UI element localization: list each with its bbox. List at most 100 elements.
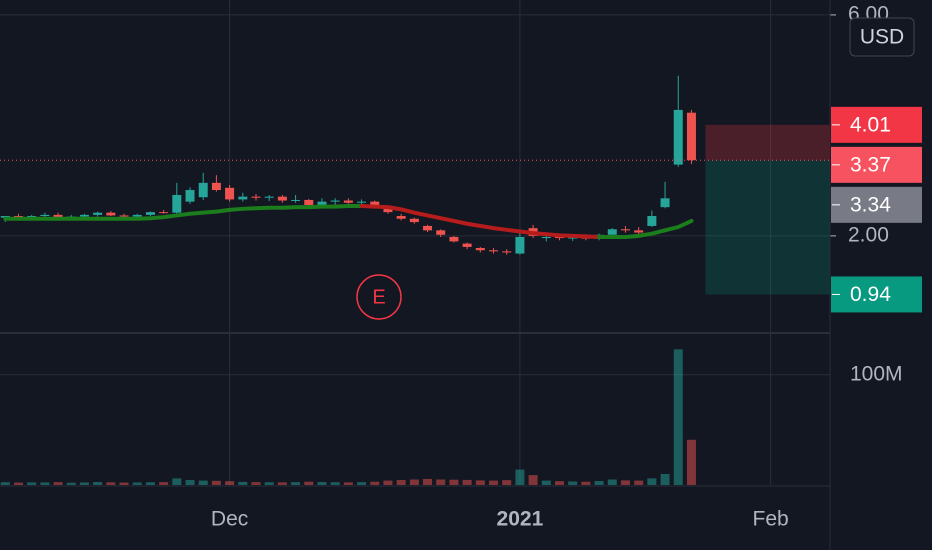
volume-bar [541,480,551,485]
volume-bar [462,479,472,485]
candle-body [343,200,353,203]
candle-body [317,201,327,205]
volume-bar [225,481,235,485]
candle-body [462,243,472,247]
target-zone [705,160,830,295]
candle-body [330,200,340,202]
candle-body [145,212,155,215]
price-label: 3.34 [850,193,891,216]
volume-bar [106,482,116,485]
volume-bar [79,482,89,485]
button-frame [849,17,915,57]
volume-bar [502,480,512,485]
candle-body [568,237,578,239]
volume-bar [119,482,129,485]
volume-bar [449,479,459,485]
candle-body [383,207,393,213]
candle-body [159,212,169,214]
volume-tick-label: 100M [850,362,903,385]
candle-body [409,218,419,223]
volume-bar [27,482,37,485]
volume-bar [396,480,406,485]
volume-bar [528,475,538,485]
volume-bar [673,349,683,485]
x-tick-label: Feb [753,508,789,531]
volume-bar [620,480,630,485]
volume-bar [647,478,657,485]
candle-body [198,182,208,198]
event-marker[interactable]: E [356,274,402,320]
candle-body [79,214,89,217]
volume-bar [383,480,393,485]
candle-body [93,212,103,215]
candle-body [119,215,129,217]
volume-bar [251,482,261,485]
volume-bar [554,481,564,485]
volume-bar [0,482,10,485]
candle-body [502,251,512,253]
volume-bar [277,482,287,485]
candle-body [40,214,50,216]
volume-bar [159,482,169,485]
volume-bar [409,479,419,485]
event-circle [356,274,402,320]
volume-bar [489,480,499,485]
volume-bar [660,473,670,485]
candle-body [277,196,287,201]
y-tick-label: 2.00 [848,223,889,246]
volume-bar [568,481,578,485]
candle-body [225,187,235,200]
price-label-bg [831,186,922,223]
volume-bar [264,482,274,485]
candle-body [304,199,314,205]
volume-bar [423,478,433,485]
volume-bar [132,482,142,485]
candle-body [515,236,525,254]
stop-zone [705,124,830,161]
volume-bar [343,482,353,485]
price-label-bg [831,106,922,143]
volume-bar [634,480,644,485]
event-label: E [372,286,385,308]
volume-bar [93,482,103,485]
volume-bar [40,482,50,485]
currency-button[interactable]: USD [849,17,915,57]
volume-bar [317,482,327,485]
volume-bar [357,482,367,485]
candle-body [423,225,433,231]
price-label-bg [831,146,922,183]
volume-bar [13,482,23,485]
candle-body [132,214,142,217]
volume-bar [515,469,525,485]
volume-bar [581,481,591,485]
volume-bar [185,480,195,485]
volume-bar [66,482,76,485]
volume-bar [594,481,604,485]
volume-bar [53,482,63,485]
candle-body [264,196,274,198]
candle-body [449,236,459,242]
candle-body [489,250,499,252]
candle-body [357,201,367,203]
button-label: USD [860,26,904,49]
candle-body [647,215,657,226]
volume-bar [436,479,446,485]
candle-body [660,198,670,208]
moving-average [597,218,694,239]
volume-bar [238,481,248,485]
volume-bar [198,480,208,485]
volume-bar [607,479,617,485]
moving-average [3,204,364,221]
volume-bar [304,481,314,485]
candle-body [475,248,485,251]
volume-bar [330,482,340,485]
candle-body [541,236,551,239]
candle-body [106,212,116,216]
candle-body [238,196,248,200]
x-tick-label: Dec [211,508,248,531]
volume-bar [370,481,380,485]
moving-average [359,204,602,239]
candle-body [620,229,630,231]
